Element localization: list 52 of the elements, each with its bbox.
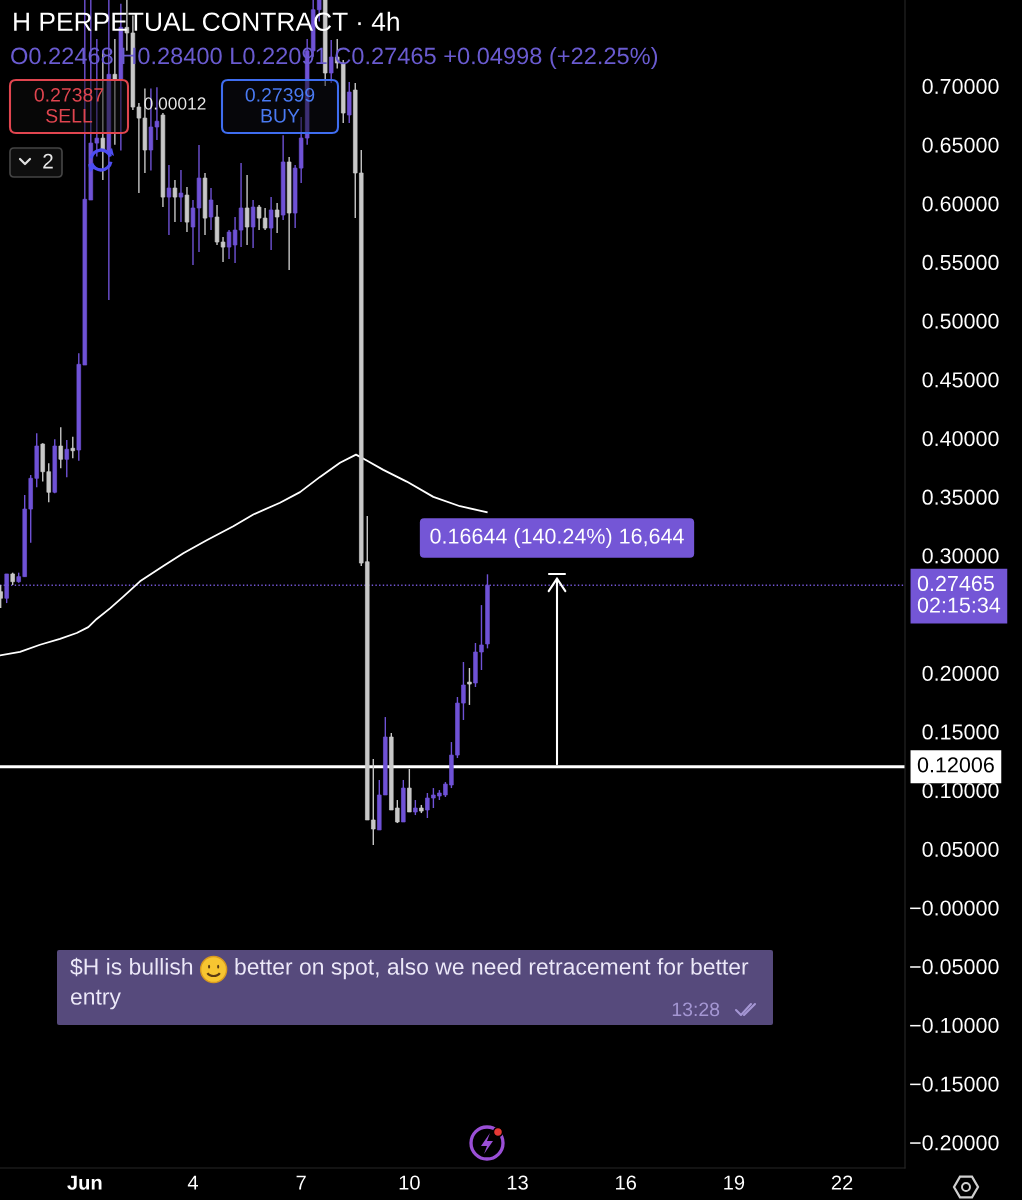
x-tick-label: 16 — [616, 1175, 637, 1190]
y-tick-label: 0.30000 — [922, 548, 999, 564]
candlestick — [467, 667, 472, 706]
y-tick-label: 0.70000 — [922, 78, 999, 95]
candlestick — [58, 426, 63, 470]
y-tick-label: 0.35000 — [922, 489, 999, 505]
candlestick — [407, 768, 412, 813]
candlestick — [178, 169, 184, 223]
candlestick — [112, 38, 118, 146]
ref-line-label: 0.27465 02:15:34 — [917, 575, 1001, 613]
x-tick-label: 7 — [296, 1175, 306, 1190]
y-tick-label: −0.05000 — [910, 959, 999, 975]
x-tick-label: Jun — [67, 1175, 102, 1190]
ref-line-label: 0.12006 — [917, 757, 994, 773]
y-tick-label: 0.45000 — [922, 372, 999, 388]
y-tick-label: 0.65000 — [922, 137, 999, 153]
annotation: better on spot, also we need retracement for better — [235, 958, 749, 980]
candlestick — [250, 199, 256, 249]
candlestick — [244, 174, 250, 246]
y-tick-label: 0.40000 — [922, 430, 999, 447]
y-tick-label: 0.50000 — [922, 313, 999, 329]
y-tick-label: 0.15000 — [922, 724, 999, 740]
y-tick-label: −0.10000 — [910, 1017, 999, 1034]
y-tick-label: 0.55000 — [922, 254, 999, 271]
candlestick — [0, 584, 3, 609]
y-tick-label: −0.00000 — [910, 900, 999, 916]
x-tick-label: 10 — [399, 1175, 420, 1190]
annotation: 2 — [43, 153, 53, 169]
y-tick-label: 0.20000 — [922, 665, 999, 681]
candlestick — [274, 202, 280, 234]
x-tick-label: 19 — [724, 1175, 745, 1190]
y-tick-label: 0.10000 — [922, 783, 999, 799]
y-tick-label: −0.20000 — [910, 1135, 999, 1151]
y-tick-label: 0.60000 — [922, 196, 999, 212]
y-tick-label: −0.15000 — [910, 1076, 999, 1092]
x-tick-label: 4 — [187, 1175, 198, 1190]
candlestick — [64, 439, 69, 478]
candlestick — [70, 436, 75, 460]
candlestick — [166, 164, 172, 236]
candlestick — [347, 81, 352, 124]
x-tick-label: 22 — [831, 1175, 853, 1190]
annotation: entry — [70, 989, 121, 1010]
annotation: 0.27399 BUY — [245, 87, 315, 123]
x-tick-label: 13 — [507, 1175, 528, 1190]
y-tick-label: 0.05000 — [922, 841, 999, 857]
candlestick — [172, 179, 178, 223]
candlestick — [268, 196, 274, 251]
annotation: $H is bullish — [70, 957, 193, 977]
annotation: 0.16644 (140.24%) 16,644 — [430, 527, 684, 549]
annotation: 0.27387 SELL — [34, 87, 104, 123]
candlestick — [208, 187, 214, 231]
annotation: 13:28 — [672, 1002, 720, 1017]
